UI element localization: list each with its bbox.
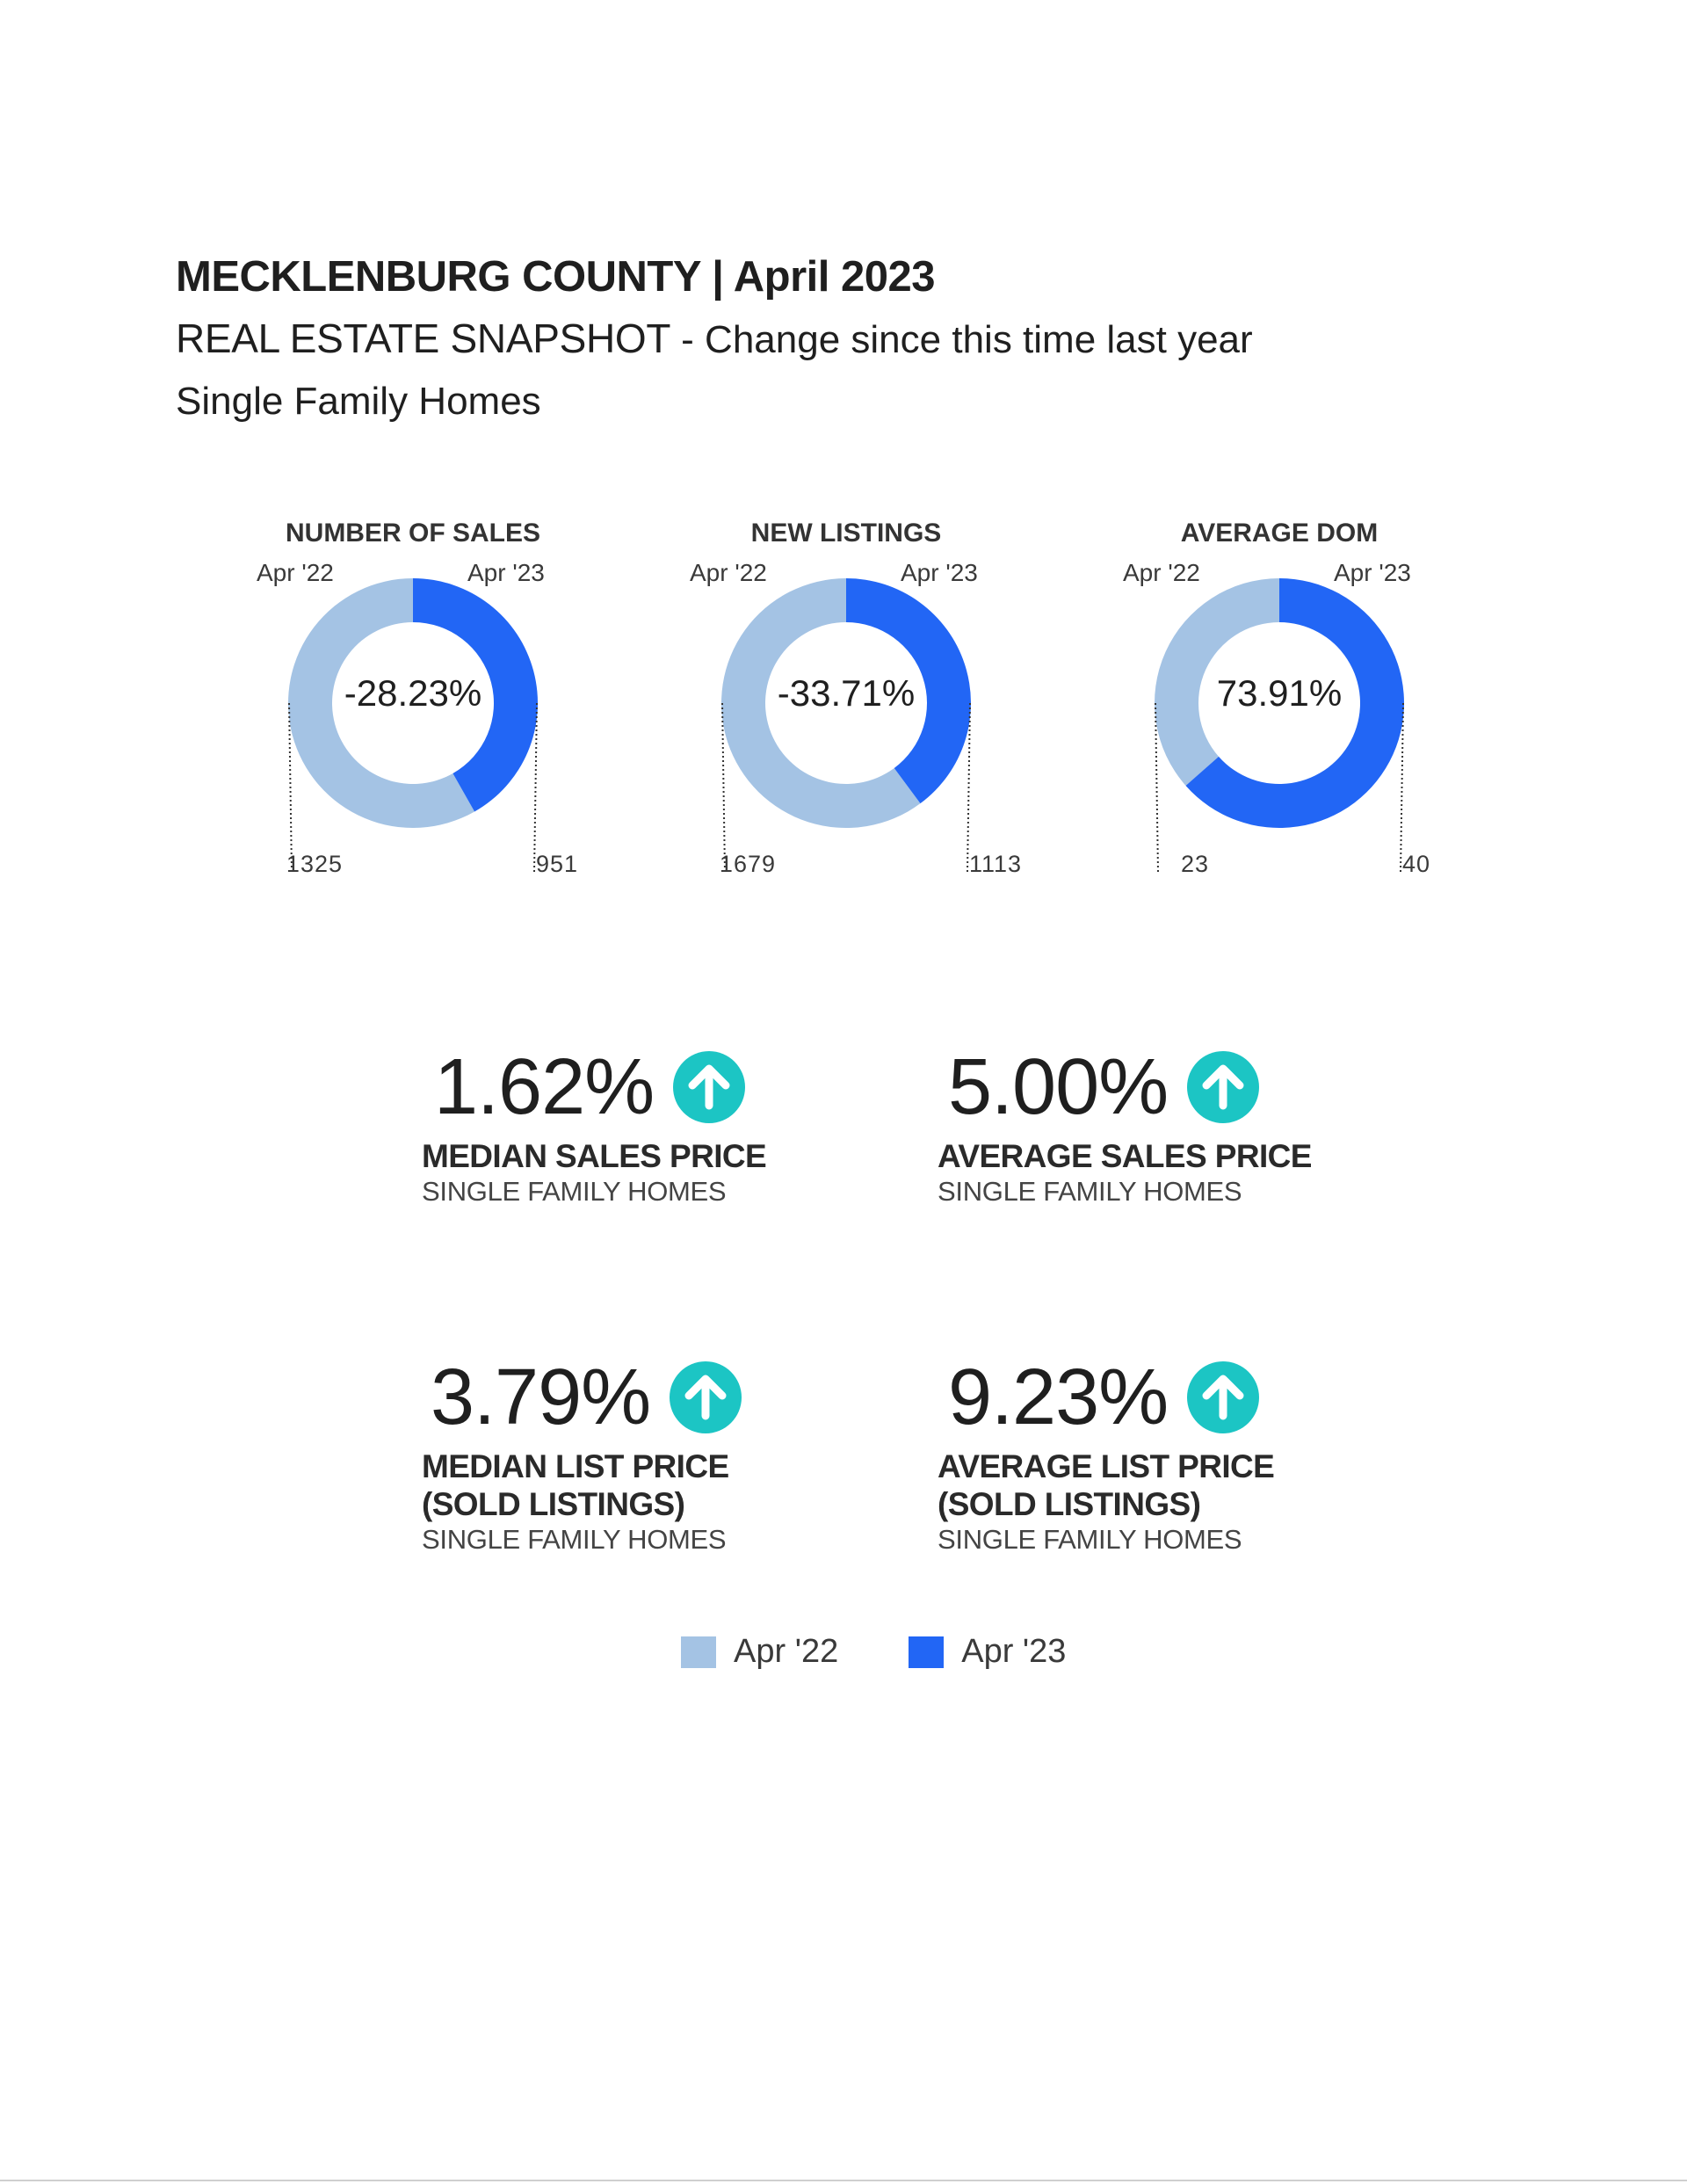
donut-svg [721,578,971,873]
legend-label: Apr '22 [734,1633,839,1670]
percent-change-label: -28.23% [344,672,482,714]
donut-chart-new-listings: NEW LISTINGS Apr '22 Apr '23 -33.71% 167… [679,510,1066,896]
value-label-prior: 1325 [286,851,343,877]
kpi-label-qualifier: (SOLD LISTINGS) [938,1486,1201,1522]
page-bottom-edge [0,2180,1687,2181]
chart-title: AVERAGE DOM [1180,519,1379,548]
leader-line-prior [288,702,293,873]
legend-item-prior: Apr '22 [681,1633,838,1671]
chart-title: NUMBER OF SALES [285,519,540,548]
donut-group [721,578,971,873]
leader-line-current [1400,702,1404,873]
donut-slice-prior [721,578,921,828]
chart-legend: Apr '22 Apr '23 [681,1633,1066,1671]
report-subtitle: REAL ESTATE SNAPSHOT - Change since this … [176,308,1253,371]
subtitle-change-note: - Change since this time last year [681,318,1253,361]
donut-chart-number-of-sales: NUMBER OF SALES Apr '22 Apr '23 -28.23% … [246,510,633,896]
legend-item-current: Apr '23 [909,1633,1066,1671]
arrow-up-circle-icon [670,1361,742,1433]
legend-swatch-current [909,1636,945,1668]
legend-label: Apr '23 [961,1633,1067,1670]
donut-group [287,578,538,873]
chart-title: NEW LISTINGS [750,519,942,548]
period-label-current: Apr '23 [901,559,978,586]
donut-svg [1155,578,1404,873]
kpi-value: 1.62% [434,1043,655,1131]
kpi-average-sales-price: 5.00% AVERAGE SALES PRICE SINGLE FAMILY … [938,1048,1394,1208]
kpi-label: MEDIAN SALES PRICE [422,1138,767,1174]
kpi-value-row: 3.79% [422,1358,879,1437]
period-label-prior: Apr '22 [1123,559,1200,586]
arrow-up-circle-icon [1187,1361,1260,1433]
donut-slice-prior [287,578,475,828]
percent-change-label: -33.71% [777,672,916,714]
donut-slice-prior [1155,578,1279,786]
period-label-current: Apr '23 [1334,559,1411,586]
leader-line-current [967,702,971,873]
value-label-prior: 1679 [719,851,776,877]
donut-slice-current [846,578,971,804]
kpi-label: AVERAGE LIST PRICE [938,1448,1275,1484]
report-header: MECKLENBURG COUNTY | April 2023 REAL EST… [176,246,1253,432]
leader-line-prior [721,702,726,873]
kpi-median-sales-price: 1.62% MEDIAN SALES PRICE SINGLE FAMILY H… [422,1048,879,1208]
kpi-label: MEDIAN LIST PRICE [422,1448,729,1484]
kpi-average-list-price: 9.23% AVERAGE LIST PRICE (SOLD LISTINGS)… [938,1358,1394,1556]
kpi-value: 9.23% [948,1353,1169,1441]
subtitle-main: REAL ESTATE SNAPSHOT [176,316,671,361]
period-label-current: Apr '23 [467,559,545,586]
arrow-up-circle-icon [673,1051,746,1123]
leader-line-current [533,702,538,873]
kpi-median-list-price: 3.79% MEDIAN LIST PRICE (SOLD LISTINGS) … [422,1358,879,1556]
donut-slice-current [413,578,538,812]
period-label-prior: Apr '22 [257,559,334,586]
percent-change-label: 73.91% [1216,672,1343,714]
report-segment: Single Family Homes [176,380,541,423]
value-label-current: 1113 [969,851,1023,877]
donut-chart-average-dom: AVERAGE DOM Apr '22 Apr '23 73.91% 23 40 [1112,510,1499,896]
legend-swatch-prior [681,1636,716,1668]
kpi-value: 3.79% [431,1353,651,1441]
leader-line-prior [1155,702,1159,873]
kpi-sublabel: SINGLE FAMILY HOMES [422,1524,727,1555]
kpi-label: AVERAGE SALES PRICE [938,1138,1312,1174]
kpi-value-row: 5.00% [938,1048,1394,1127]
kpi-value-row: 9.23% [938,1358,1394,1437]
kpi-value-row: 1.62% [422,1048,879,1127]
value-label-current: 40 [1402,851,1431,877]
value-label-prior: 23 [1180,851,1209,877]
kpi-sublabel: SINGLE FAMILY HOMES [938,1176,1242,1207]
kpi-sublabel: SINGLE FAMILY HOMES [422,1176,727,1207]
period-label-prior: Apr '22 [690,559,767,586]
donut-slice-current [1185,578,1404,828]
report-title: MECKLENBURG COUNTY | April 2023 [176,253,936,301]
arrow-up-circle-icon [1187,1051,1260,1123]
kpi-sublabel: SINGLE FAMILY HOMES [938,1524,1242,1555]
value-label-current: 951 [536,851,579,877]
donut-group [1155,578,1404,873]
donut-svg [287,578,538,873]
kpi-value: 5.00% [948,1043,1169,1131]
kpi-label-qualifier: (SOLD LISTINGS) [422,1486,685,1522]
